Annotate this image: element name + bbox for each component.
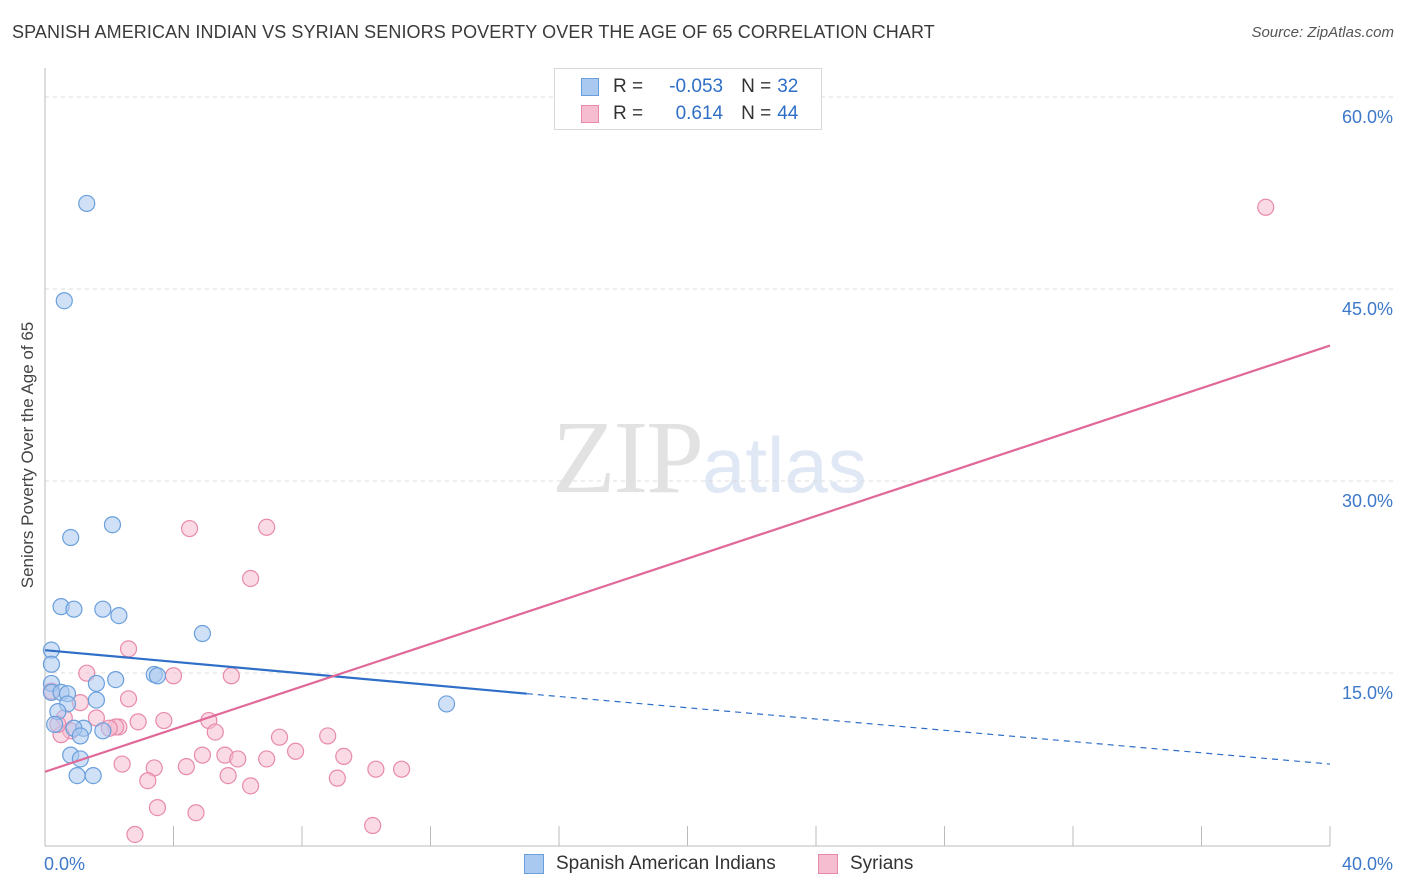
r-label: R = <box>613 76 644 97</box>
blue-trend-line <box>44 649 527 695</box>
blue-point-30 <box>68 766 86 785</box>
n-label: N = <box>741 103 772 124</box>
blue-point-7 <box>110 606 128 625</box>
blue-point-0 <box>78 194 96 213</box>
r-label: R = <box>613 103 644 124</box>
n-value: 44 <box>777 103 799 124</box>
pink-point-2 <box>258 518 276 536</box>
pink-point-4 <box>119 640 138 658</box>
pink-point-29 <box>258 750 276 768</box>
pink-point-3 <box>242 569 260 588</box>
pink-point-35 <box>219 766 237 785</box>
legend-label: Spanish American Indians <box>556 853 776 874</box>
blue-point-10 <box>42 655 61 673</box>
blue-point-27 <box>71 727 89 745</box>
blue-swatch <box>524 854 544 874</box>
pink-point-37 <box>139 772 157 790</box>
pink-point-36 <box>328 769 346 787</box>
pink-point-27 <box>335 747 353 766</box>
x-tick-label-min: 0.0% <box>44 854 85 874</box>
blue-point-12 <box>148 667 167 685</box>
pink-point-42 <box>126 825 144 844</box>
pink-point-22 <box>270 728 289 746</box>
blue-point-23 <box>46 715 64 734</box>
pink-point-15 <box>129 713 147 731</box>
watermark-atlas: atlas <box>702 421 867 509</box>
stats-legend-row-spanish-american-indians: R = -0.053 N = 32 <box>581 75 798 99</box>
blue-swatch <box>581 78 599 96</box>
pink-point-0 <box>1257 198 1275 216</box>
pink-point-38 <box>242 777 260 795</box>
blue-point-21 <box>437 695 456 713</box>
x-tick-label-max: 40.0% <box>1342 854 1393 874</box>
pink-point-14 <box>155 711 173 730</box>
pink-point-30 <box>113 755 131 773</box>
pink-point-33 <box>367 760 385 778</box>
legend-label: Syrians <box>850 853 914 874</box>
chart-title: SPANISH AMERICAN INDIAN VS SYRIAN SENIOR… <box>12 22 935 42</box>
blue-point-19 <box>87 691 106 709</box>
pink-point-28 <box>229 750 247 768</box>
n-label: N = <box>741 76 772 97</box>
blue-point-2 <box>62 528 80 547</box>
pink-trend-line <box>44 344 1331 773</box>
blue-point-31 <box>84 766 102 785</box>
blue-trend-line-extension <box>526 693 1331 765</box>
pink-swatch <box>581 105 599 123</box>
blue-point-13 <box>107 670 125 689</box>
pink-point-39 <box>148 798 167 817</box>
blue-point-1 <box>55 292 73 310</box>
stats-legend-row-syrians: R = 0.614 N = 44 <box>581 102 798 126</box>
stats-legend: R = -0.053 N = 32 R = 0.614 N = 44 <box>554 68 822 130</box>
pink-point-20 <box>206 723 224 741</box>
y-tick-label-15: 15.0% <box>1342 683 1393 703</box>
pink-point-9 <box>119 690 138 708</box>
pink-point-34 <box>392 760 411 778</box>
y-tick-label-45: 45.0% <box>1342 299 1393 319</box>
pink-point-6 <box>164 667 183 685</box>
r-value: -0.053 <box>669 76 724 97</box>
blue-point-15 <box>87 674 106 693</box>
y-tick-label-60: 60.0% <box>1342 107 1393 127</box>
pink-point-24 <box>286 742 305 760</box>
source-credit: Source: ZipAtlas.com <box>1251 24 1394 41</box>
blue-point-5 <box>65 600 83 618</box>
pink-point-23 <box>319 727 337 745</box>
blue-point-6 <box>94 600 112 618</box>
legend-item-spanish-american-indians[interactable]: Spanish American Indians <box>524 852 776 876</box>
watermark-zip: ZIP <box>552 400 704 515</box>
pink-point-7 <box>222 667 240 685</box>
blue-point-8 <box>193 624 212 643</box>
pink-point-26 <box>193 746 212 764</box>
r-value: 0.614 <box>675 103 724 124</box>
pink-swatch <box>818 854 838 874</box>
legend-item-syrians[interactable]: Syrians <box>818 852 913 876</box>
n-value: 32 <box>777 76 799 97</box>
blue-point-26 <box>94 722 112 740</box>
y-tick-label-30: 30.0% <box>1342 491 1393 511</box>
pink-point-1 <box>180 519 199 538</box>
pink-point-31 <box>177 758 195 776</box>
zipatlas-watermark: ZIPatlas <box>552 398 867 517</box>
pink-point-40 <box>187 804 205 822</box>
pink-point-41 <box>364 816 382 835</box>
blue-point-3 <box>103 516 122 534</box>
